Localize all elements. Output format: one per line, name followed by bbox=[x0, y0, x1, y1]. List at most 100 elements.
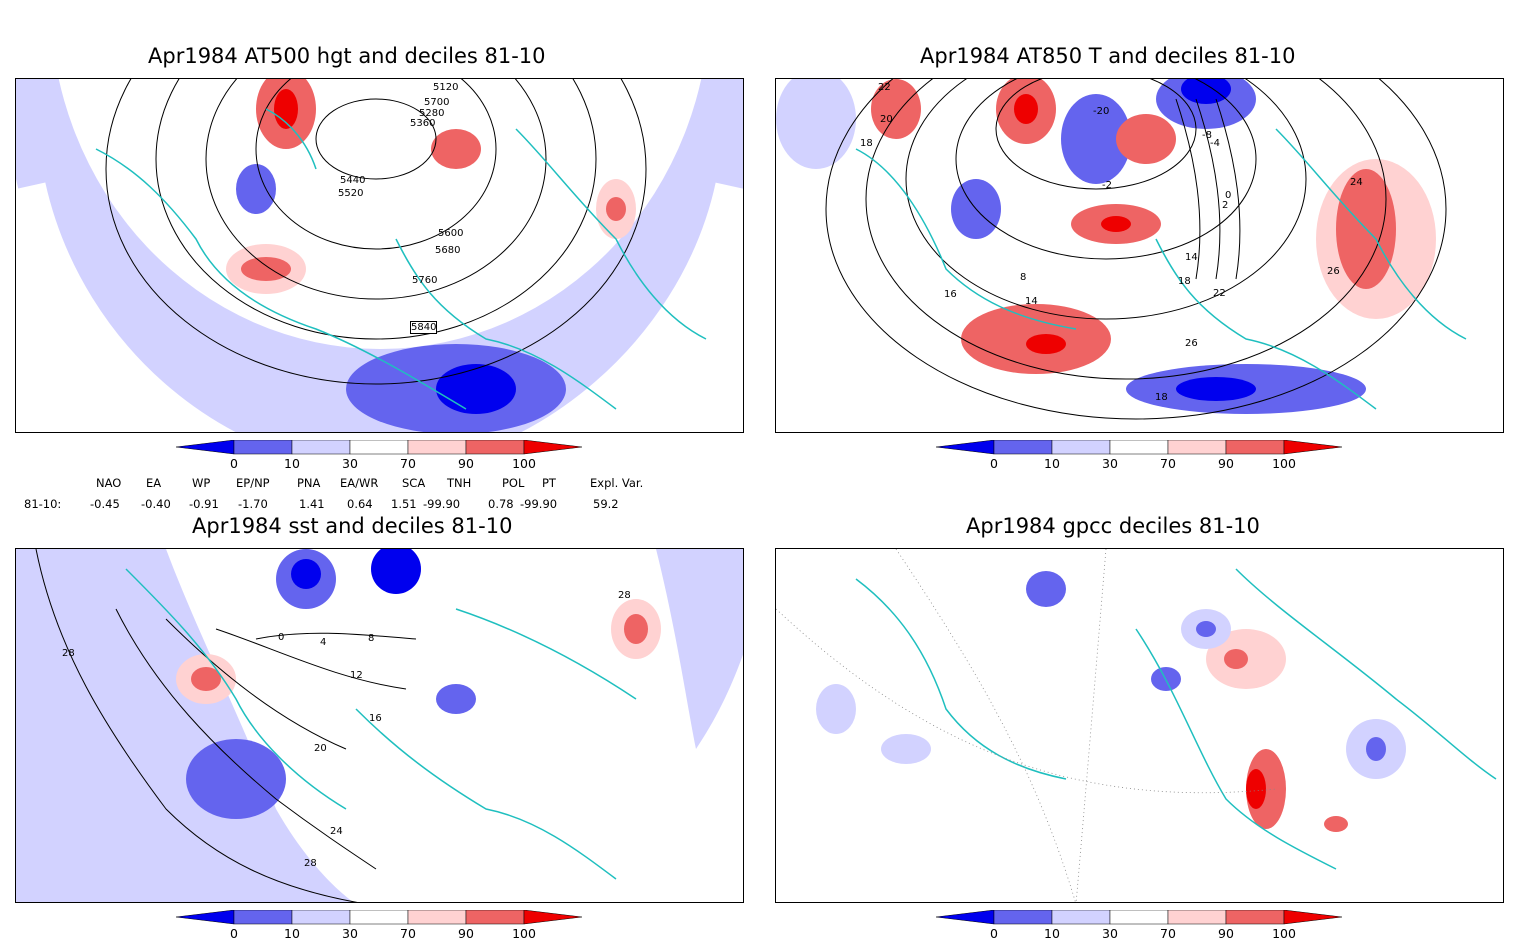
colorbar-tick: 100 bbox=[512, 456, 536, 471]
contour-label: 8 bbox=[1020, 272, 1027, 283]
contour-label: 5440 bbox=[340, 175, 366, 186]
colorbar-tick: 90 bbox=[1218, 456, 1234, 471]
index-header: EA/WR bbox=[340, 476, 379, 490]
contour-label: 12 bbox=[350, 670, 363, 681]
panel-title-t850: Apr1984 AT850 T and deciles 81-10 bbox=[920, 44, 1296, 68]
index-header: EA bbox=[146, 476, 162, 490]
colorbar-tick: 100 bbox=[512, 926, 536, 941]
contour-label: 4 bbox=[320, 637, 327, 648]
contour-label: 16 bbox=[944, 289, 957, 300]
contour-label: 2 bbox=[1222, 200, 1229, 211]
index-value: 0.64 bbox=[347, 497, 373, 511]
contour-label: 18 bbox=[1178, 276, 1191, 287]
colorbar-swatches bbox=[175, 439, 583, 455]
contour-label: 20 bbox=[314, 743, 327, 754]
colorbar-tick: 90 bbox=[458, 456, 474, 471]
contour-label: 28 bbox=[304, 858, 317, 869]
t850-map-svg bbox=[776, 79, 1503, 432]
index-row-label: 81-10: bbox=[24, 497, 62, 511]
colorbar-tick: 30 bbox=[1102, 926, 1118, 941]
index-value: -0.45 bbox=[90, 497, 120, 511]
contour-label: 26 bbox=[1327, 266, 1340, 277]
contour-label: 5840 bbox=[410, 321, 438, 334]
contour-label: 5120 bbox=[433, 82, 459, 93]
contour-label: 28 bbox=[62, 648, 75, 659]
index-header: TNH bbox=[447, 476, 472, 490]
panel-title-sst: Apr1984 sst and deciles 81-10 bbox=[192, 514, 513, 538]
contour-label: 28 bbox=[618, 590, 631, 601]
contour-label: 5700 bbox=[424, 97, 450, 108]
index-value: 1.41 bbox=[299, 497, 325, 511]
colorbar-tick: 0 bbox=[990, 456, 998, 471]
colorbar-tick: 0 bbox=[990, 926, 998, 941]
map-panel-hgt bbox=[15, 78, 744, 433]
colorbar-sst: 0 10 30 70 90 100 bbox=[175, 909, 586, 941]
index-value: 1.51 bbox=[391, 497, 417, 511]
gpcc-map-svg bbox=[776, 549, 1503, 902]
contour-label: 0 bbox=[1225, 190, 1232, 201]
index-header: PT bbox=[542, 476, 556, 490]
panel-title-gpcc: Apr1984 gpcc deciles 81-10 bbox=[966, 514, 1260, 538]
colorbar-tick: 0 bbox=[230, 456, 238, 471]
colorbar-tick: 100 bbox=[1272, 456, 1296, 471]
map-panel-sst bbox=[15, 548, 744, 903]
colorbar-tick: 30 bbox=[342, 456, 358, 471]
contour-label: 22 bbox=[878, 82, 891, 93]
colorbar-tick: 0 bbox=[230, 926, 238, 941]
index-header: EP/NP bbox=[236, 476, 270, 490]
contour-label: 14 bbox=[1025, 296, 1038, 307]
colorbar-tick: 100 bbox=[1272, 926, 1296, 941]
contour-label: 24 bbox=[1350, 177, 1363, 188]
contour-label: -20 bbox=[1093, 106, 1110, 117]
colorbar-t850: 0 10 30 70 90 100 bbox=[935, 439, 1346, 474]
colorbar-tick: 70 bbox=[1160, 456, 1176, 471]
contour-label: 0 bbox=[278, 632, 285, 643]
index-header: NAO bbox=[96, 476, 122, 490]
contour-label: 5600 bbox=[438, 228, 464, 239]
colorbar-tick: 10 bbox=[1044, 926, 1060, 941]
contour-label: 5360 bbox=[410, 118, 436, 129]
colorbar-tick: 10 bbox=[284, 456, 300, 471]
index-header: SCA bbox=[402, 476, 426, 490]
contour-label: 5280 bbox=[419, 108, 445, 119]
contour-label: 5680 bbox=[435, 245, 461, 256]
sst-map-svg bbox=[16, 549, 743, 902]
contour-label: 18 bbox=[1155, 392, 1168, 403]
contour-label: 5760 bbox=[412, 275, 438, 286]
colorbar-hgt: 0 10 30 70 90 100 bbox=[175, 439, 586, 474]
colorbar-tick: 90 bbox=[1218, 926, 1234, 941]
contour-label: 14 bbox=[1185, 252, 1198, 263]
colorbar-tick: 70 bbox=[400, 456, 416, 471]
index-value: -1.70 bbox=[238, 497, 268, 511]
colorbar-tick: 70 bbox=[1160, 926, 1176, 941]
contour-label: -4 bbox=[1210, 138, 1220, 149]
colorbar-tick: 30 bbox=[1102, 456, 1118, 471]
contour-label: -8 bbox=[1202, 130, 1212, 141]
index-value: -0.40 bbox=[141, 497, 171, 511]
contour-label: 8 bbox=[368, 633, 375, 644]
contour-label: 20 bbox=[880, 114, 893, 125]
index-header: POL bbox=[502, 476, 525, 490]
map-panel-gpcc bbox=[775, 548, 1504, 903]
colorbar-gpcc: 0 10 30 70 90 100 bbox=[935, 909, 1346, 941]
colorbar-tick: 30 bbox=[342, 926, 358, 941]
contour-label: 22 bbox=[1213, 288, 1226, 299]
panel-title-hgt: Apr1984 AT500 hgt and deciles 81-10 bbox=[148, 44, 546, 68]
index-value: 59.2 bbox=[593, 497, 619, 511]
index-value: -0.91 bbox=[189, 497, 219, 511]
contour-label: 24 bbox=[330, 826, 343, 837]
index-header: PNA bbox=[297, 476, 321, 490]
index-header: Expl. Var. bbox=[590, 476, 644, 490]
contour-label: 5520 bbox=[338, 188, 364, 199]
index-value: -99.90 bbox=[423, 497, 461, 511]
colorbar-tick: 90 bbox=[458, 926, 474, 941]
index-header: WP bbox=[192, 476, 211, 490]
colorbar-tick: 70 bbox=[400, 926, 416, 941]
contour-label: 16 bbox=[369, 713, 382, 724]
contour-label: -2 bbox=[1102, 180, 1112, 191]
hgt-map-svg bbox=[16, 79, 743, 432]
colorbar-tick: 10 bbox=[284, 926, 300, 941]
index-value: -99.90 bbox=[520, 497, 558, 511]
contour-label: 18 bbox=[860, 138, 873, 149]
map-panel-t850 bbox=[775, 78, 1504, 433]
